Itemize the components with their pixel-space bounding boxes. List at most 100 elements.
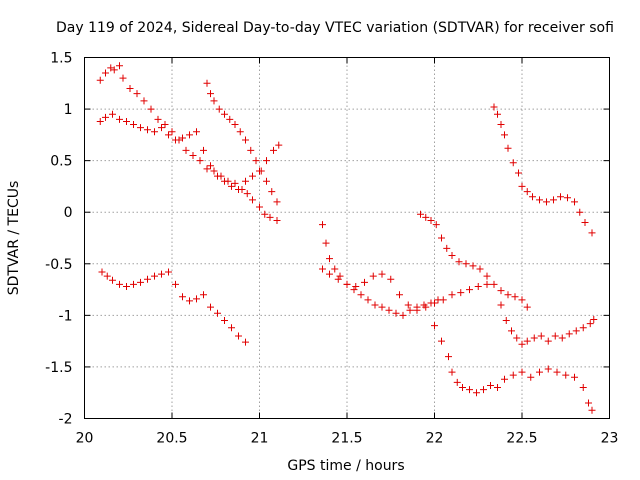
data-point	[553, 368, 561, 376]
data-point	[96, 117, 104, 125]
data-point	[459, 384, 466, 392]
y-axis-tick-labels: -2 -1.5 -1 -0.5 0 0.5 1 1.5	[45, 51, 72, 428]
data-point	[179, 134, 186, 142]
data-point	[319, 265, 326, 273]
data-point	[527, 373, 535, 381]
data-point	[550, 196, 557, 204]
data-point	[165, 131, 172, 139]
data-point	[126, 84, 134, 92]
data-point	[396, 291, 403, 299]
data-point	[96, 76, 104, 84]
data-point	[235, 186, 242, 194]
data-point	[242, 136, 249, 144]
data-point	[537, 332, 545, 340]
data-point	[228, 324, 235, 332]
data-point	[235, 332, 242, 340]
series-arc-j	[497, 301, 598, 348]
data-point	[523, 188, 531, 196]
x-axis-title: GPS time / hours	[287, 458, 404, 474]
data-point	[562, 371, 570, 379]
data-point	[144, 126, 151, 134]
data-point	[247, 146, 255, 154]
data-point	[518, 296, 526, 304]
data-point	[357, 291, 365, 299]
data-point	[151, 128, 158, 136]
data-point	[448, 368, 456, 376]
data-point	[319, 221, 326, 229]
data-point	[453, 378, 461, 386]
data-point	[236, 128, 244, 136]
data-point	[256, 203, 263, 211]
data-point	[110, 66, 118, 74]
data-points	[96, 62, 598, 414]
data-point	[504, 291, 512, 299]
data-point	[551, 332, 559, 340]
data-point	[231, 179, 239, 187]
x-tick-label: 23	[601, 431, 619, 447]
x-tick-label: 20.5	[156, 431, 187, 447]
data-point	[364, 296, 372, 304]
data-point	[147, 105, 155, 113]
data-point	[322, 239, 330, 247]
data-point	[406, 306, 414, 314]
data-point	[487, 381, 494, 389]
data-point	[536, 368, 543, 376]
data-point	[490, 103, 498, 111]
x-tick-label: 21.5	[331, 431, 362, 447]
data-point	[518, 340, 526, 348]
data-point	[263, 177, 270, 185]
data-point	[207, 162, 214, 170]
data-point	[369, 272, 377, 280]
data-point	[523, 337, 531, 345]
data-point	[257, 167, 265, 175]
data-point	[413, 306, 421, 314]
data-point	[501, 375, 508, 383]
data-point	[326, 255, 333, 263]
data-point	[515, 169, 522, 177]
data-point	[431, 322, 438, 330]
data-point	[102, 69, 109, 77]
data-point	[179, 293, 186, 301]
data-point	[249, 196, 256, 204]
data-point	[518, 368, 526, 376]
data-point	[448, 252, 456, 260]
data-point	[102, 113, 109, 121]
data-point	[158, 270, 165, 278]
data-point	[474, 282, 482, 290]
data-point	[193, 128, 200, 136]
data-point	[466, 386, 473, 394]
x-tick-label: 21	[251, 431, 269, 447]
y-tick-label: 1.5	[50, 51, 72, 67]
series-arc-f	[319, 265, 491, 314]
series-arc-a	[96, 62, 281, 224]
data-point	[544, 365, 552, 373]
data-point	[399, 311, 407, 319]
data-point	[116, 62, 123, 70]
data-point	[161, 121, 169, 129]
data-point	[270, 146, 277, 154]
data-point	[518, 182, 526, 190]
data-point	[427, 216, 435, 224]
data-point	[473, 389, 480, 397]
data-point	[571, 373, 578, 381]
data-point	[544, 337, 552, 345]
data-point	[200, 291, 207, 299]
data-point	[137, 278, 144, 286]
data-point	[273, 198, 281, 206]
data-point	[123, 282, 130, 290]
data-point	[504, 144, 512, 152]
data-point	[586, 320, 594, 328]
data-point	[438, 337, 445, 345]
grid	[84, 57, 610, 419]
data-point	[193, 295, 200, 303]
data-point	[571, 198, 578, 206]
data-point	[585, 399, 592, 407]
series-arc-h	[431, 322, 596, 414]
data-point	[431, 299, 438, 307]
data-point	[116, 280, 123, 288]
series-arc-d	[98, 268, 249, 346]
series-arc-e	[319, 221, 442, 319]
data-point	[462, 260, 470, 268]
data-point	[387, 275, 395, 283]
series-arc-i	[490, 103, 596, 237]
